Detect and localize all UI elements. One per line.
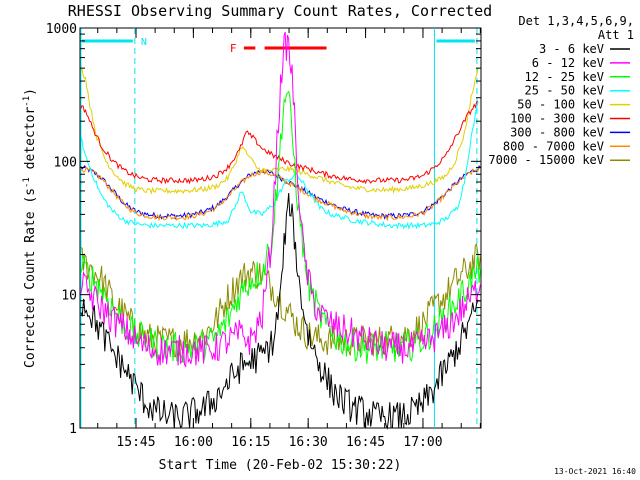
y-tick-label: 1 [69,422,77,437]
axes-layer: 1 10 100 1000 15:45 16:00 16:15 16:30 16:45 17:00 [46,22,481,450]
series-line-3-6-kev [80,193,481,430]
y-tick-label: 100 [54,155,77,170]
legend-entry-label: 6 - 12 keV [532,56,604,70]
night-label: N [141,37,147,48]
y-axis-label: Corrected Count Rate (s-1 detector-1) [22,88,38,368]
footer-timestamp: 13-Oct-2021 16:40 [554,467,636,476]
series-line-50-100-kev [80,67,479,195]
y-tick-label: 1000 [46,22,77,37]
series-line-100-300-kev [80,101,479,185]
x-axis-label: Start Time (20-Feb-02 15:30:22) [159,458,402,473]
series-line-25-50-kev [80,101,479,230]
legend-entry-label: 50 - 100 keV [517,98,604,112]
legend-entry-label: 3 - 6 keV [539,42,604,56]
series-line-800-7000-kev [80,166,481,222]
legend-header-attenuator: Att 1 [598,28,634,42]
legend-header-detectors: Det 1,3,4,5,6,9, [518,14,634,28]
chart-title: RHESSI Observing Summary Count Rates, Co… [68,2,492,20]
series-line-7000-15000-kev [80,243,481,358]
legend-entry-label: 100 - 300 keV [510,112,604,126]
series-line-12-25-kev [80,90,481,364]
legend-entry-label: 7000 - 15000 keV [488,153,604,167]
x-tick-label: 15:45 [116,435,155,450]
x-tick-label: 16:00 [174,435,213,450]
x-tick-label: 16:45 [346,435,385,450]
y-tick-label: 10 [61,289,77,304]
series-layer [80,31,481,430]
series-line-6-12-kev [80,31,481,368]
x-tick-label: 16:30 [289,435,328,450]
x-tick-label: 16:15 [231,435,270,450]
legend-entry-label: 800 - 7000 keV [503,139,604,153]
plot-frame [79,27,482,429]
legend-entry-label: 300 - 800 keV [510,125,604,139]
legend-entry-label: 25 - 50 keV [525,84,604,98]
flare-label: F [230,42,237,55]
series-line-300-800-kev [80,165,481,220]
legend-entry-label: 12 - 25 keV [525,70,604,84]
x-tick-label: 17:00 [403,435,442,450]
